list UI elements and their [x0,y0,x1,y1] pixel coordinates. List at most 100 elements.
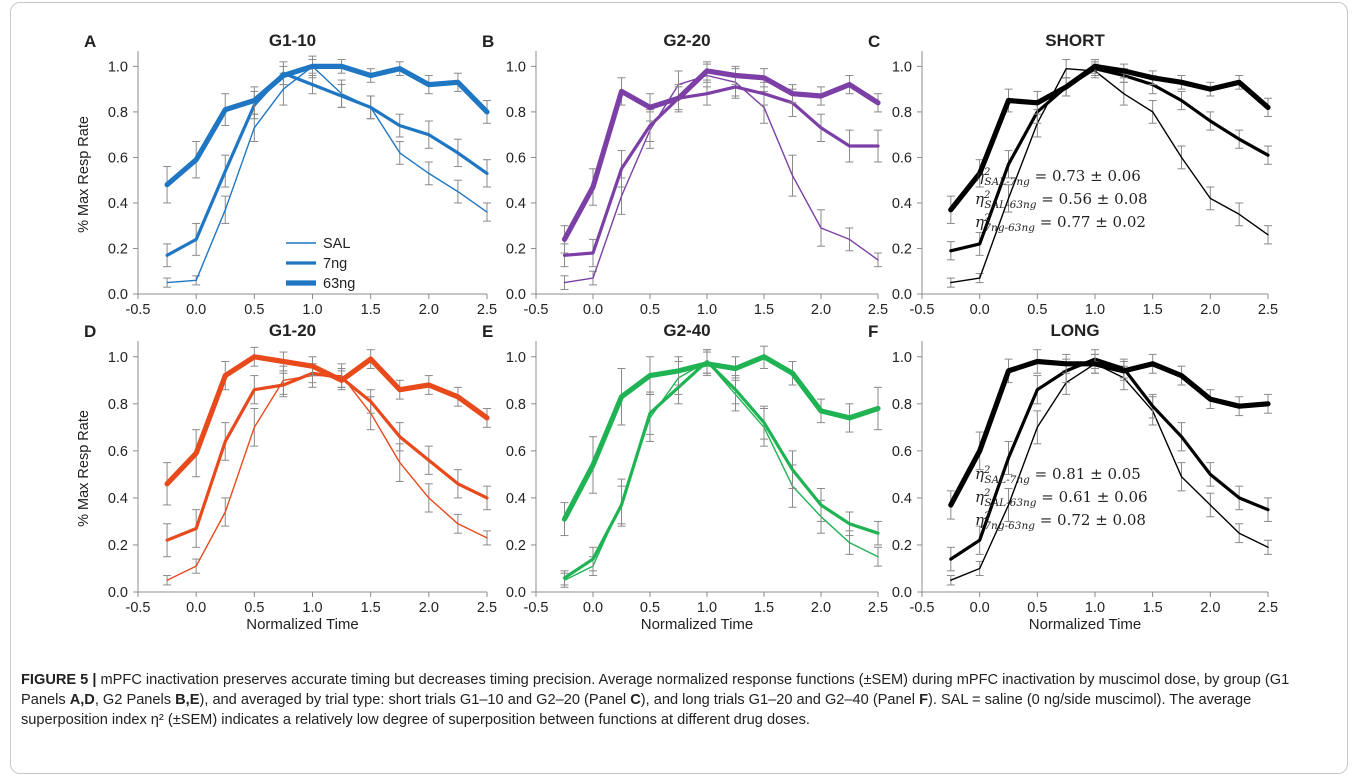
y-tick-label: 0.0 [892,287,912,303]
series-63ng [946,349,1272,520]
eta-annotation: η2 7ng-63ng = 0.72 ± 0.08 [975,511,1146,532]
x-tick-label: 0.5 [244,302,264,318]
x-axis-label: Normalized Time [1029,616,1142,633]
figure-svg: 0.00.20.40.60.81.0-0.5 0.0 0.5 1.0 1.5 2.0 2.5… [76,31,1278,633]
y-tick-label: 0.8 [892,397,912,413]
x-tick-label: 1.0 [1085,600,1105,616]
eta-subscript: SAL-7ng [984,176,1030,188]
legend-label: 7ng [323,256,347,272]
y-tick-label: 0.8 [506,397,526,413]
caption-part: A,D [69,692,95,708]
eta-subscript: SAL-63ng [984,497,1036,509]
x-tick-label: 2.5 [477,600,497,616]
y-axis-label: % Max Resp Rate [76,116,92,233]
panel-D: 0.00.20.40.60.81.0-0.5 0.0 0.5 1.0 1.5 2.0 2.5… [76,321,497,633]
series-7ng [560,74,882,268]
x-tick-label: 0.5 [640,302,660,318]
y-tick-label: 0.2 [108,241,128,257]
series-line [561,68,881,242]
series-line [165,71,489,257]
x-tick-label: 2.0 [1200,302,1220,318]
eta-value: = 0.72 ± 0.08 [1035,511,1146,529]
x-tick-label: -0.5 [126,302,151,318]
y-tick-label: 0.2 [892,241,912,257]
y-tick-label: 0.4 [892,196,912,212]
caption-part: mPFC inactivation preserves accurate tim… [21,672,1290,708]
eta-annotation: η2 SAL-63ng = 0.61 ± 0.06 [975,488,1148,509]
y-tick-label: 1.0 [892,59,912,75]
caption-part: ), and long trials G1–20 and G2–40 (Pane… [640,692,920,708]
y-tick-label: 1.0 [108,59,128,75]
eta-exponent: 2 [983,167,990,178]
panel-B: 0.00.20.40.60.81.0-0.5 0.0 0.5 1.0 1.5 2.0 2.5… [482,31,888,318]
eta-annotation: η2 SAL-7ng = 0.81 ± 0.05 [975,465,1141,486]
x-tick-label: 2.5 [868,600,888,616]
series-line [950,67,1269,284]
panel-A: 0.00.20.40.60.81.0-0.5 0.0 0.5 1.0 1.5 2.0 2.5… [76,31,497,318]
x-tick-label: 1.5 [361,600,381,616]
y-tick-label: 0.8 [892,105,912,121]
panel-title: G2-40 [663,321,710,340]
y-tick-label: 0.2 [506,241,526,257]
x-tick-label: 0.5 [640,600,660,616]
y-tick-label: 0.0 [108,287,128,303]
figure-frame [10,2,1348,774]
eta-annotation: η2 SAL-7ng = 0.73 ± 0.06 [975,167,1141,188]
series-line [948,358,1271,508]
x-tick-label: -0.5 [524,600,549,616]
y-tick-label: 0.4 [506,491,526,507]
panel-letter: F [868,322,878,341]
series-SAL [560,349,882,588]
x-tick-label: 2.0 [419,302,439,318]
series-line [166,65,488,284]
figure-caption: FIGURE 5 | mPFC inactivation preserves a… [21,670,1336,730]
series-63ng [946,59,1272,224]
series-line [561,354,881,522]
series-line [950,363,1269,581]
caption-part: ). SAL = saline (0 ng/side muscimol). Th… [21,692,1252,728]
legend-label: 63ng [323,276,355,292]
panel-letter: E [482,322,493,341]
x-tick-label: 0.5 [244,600,264,616]
eta-subscript: 7ng-63ng [984,222,1035,234]
caption-part: B,E [175,692,200,708]
y-tick-label: 0.6 [892,444,912,460]
x-tick-label: 0.0 [583,600,603,616]
series-line [562,359,880,580]
panel-E: 0.00.20.40.60.81.0-0.5 0.0 0.5 1.0 1.5 2.0 2.5… [482,321,888,633]
series-63ng [560,345,882,537]
panel-F: 0.00.20.40.60.81.0-0.5 0.0 0.5 1.0 1.5 2.0 2.5… [868,321,1278,633]
x-tick-label: 1.0 [302,600,322,616]
y-tick-label: 0.4 [892,491,912,507]
y-tick-label: 1.0 [506,59,526,75]
y-tick-label: 0.6 [892,150,912,166]
y-tick-label: 0.2 [506,538,526,554]
series-7ng [560,349,882,586]
series-7ng [946,349,1272,572]
y-tick-label: 0.4 [108,491,128,507]
x-tick-label: 1.5 [754,600,774,616]
y-tick-label: 1.0 [892,350,912,366]
eta-exponent: 2 [983,213,990,224]
y-tick-label: 0.0 [506,287,526,303]
panel-letter: B [482,32,494,51]
x-tick-label: 0.0 [970,302,990,318]
y-tick-label: 0.6 [108,444,128,460]
panel-C: 0.00.20.40.60.81.0-0.5 0.0 0.5 1.0 1.5 2.0 2.5… [868,31,1278,318]
y-tick-label: 0.4 [108,196,128,212]
x-axis-label: Normalized Time [641,616,754,633]
eta-annotation: η2 7ng-63ng = 0.77 ± 0.02 [975,213,1146,234]
series-63ng [163,59,491,204]
x-tick-label: 1.0 [697,600,717,616]
y-tick-label: 0.0 [108,585,128,601]
eta-value: = 0.73 ± 0.06 [1030,167,1141,185]
eta-symbol: η [975,190,984,208]
eta-subscript: SAL-63ng [984,199,1036,211]
x-tick-label: 1.5 [1143,302,1163,318]
panel-title: G2-20 [663,31,710,50]
eta-exponent: 2 [983,465,990,476]
x-tick-label: 0.0 [583,302,603,318]
y-tick-label: 1.0 [108,350,128,366]
series-7ng [163,61,491,268]
